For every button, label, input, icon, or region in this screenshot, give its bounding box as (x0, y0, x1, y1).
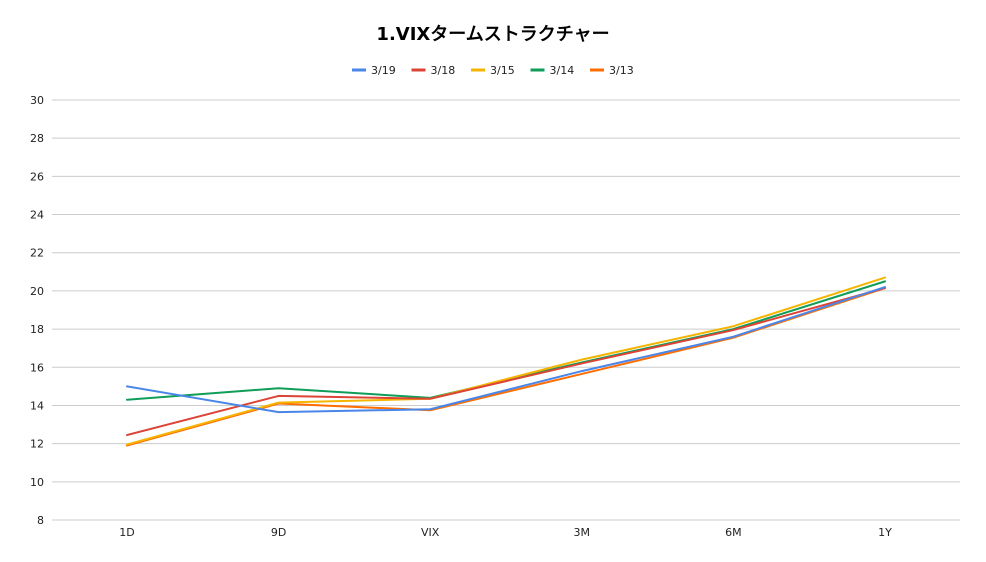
legend-item: 3/19 (352, 64, 396, 77)
legend-item: 3/18 (411, 64, 456, 77)
chart-title: 1.VIXタームストラクチャー (376, 24, 609, 45)
x-tick-label: 1Y (878, 526, 892, 539)
legend-label: 3/13 (609, 64, 634, 77)
legend-item: 3/15 (471, 64, 515, 77)
legend-label: 3/14 (550, 64, 575, 77)
y-tick-label: 14 (30, 399, 44, 412)
series-line-3-15 (126, 276, 886, 446)
y-tick-label: 20 (30, 285, 44, 298)
y-tick-label: 8 (37, 514, 44, 527)
y-tick-label: 10 (30, 476, 44, 489)
x-tick-label: 9D (271, 526, 286, 539)
y-tick-label: 30 (30, 94, 44, 107)
y-tick-label: 18 (30, 323, 44, 336)
y-tick-label: 28 (30, 132, 44, 145)
grid (52, 99, 960, 521)
x-tick-label: 3M (574, 526, 591, 539)
x-tick-label: VIX (421, 526, 440, 539)
y-tick-label: 16 (30, 361, 44, 374)
legend-label: 3/18 (431, 64, 456, 77)
series-line-3-18 (126, 287, 886, 437)
legend: 3/19 3/18 3/15 3/14 3/13 (352, 64, 634, 77)
legend-item: 3/14 (530, 64, 575, 77)
x-tick-label: 1D (119, 526, 134, 539)
legend-item: 3/13 (590, 64, 634, 77)
y-axis-ticks: 8 10 12 14 16 18 20 22 24 26 28 30 (30, 94, 44, 527)
x-tick-label: 6M (725, 526, 742, 539)
series-line-3-19 (126, 286, 886, 414)
legend-label: 3/19 (371, 64, 396, 77)
y-tick-label: 22 (30, 247, 44, 260)
y-tick-label: 24 (30, 209, 44, 222)
x-axis-ticks: 1D 9D VIX 3M 6M 1Y (119, 526, 892, 539)
y-tick-label: 26 (30, 170, 44, 183)
legend-label: 3/15 (490, 64, 515, 77)
series-lines (126, 276, 886, 447)
y-tick-label: 12 (30, 438, 44, 451)
